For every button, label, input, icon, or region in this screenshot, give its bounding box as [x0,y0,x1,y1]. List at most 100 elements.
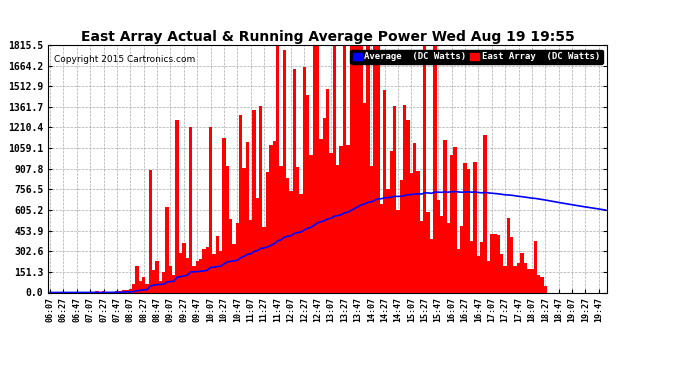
Bar [209,128,213,292]
Bar [450,155,453,292]
Bar [484,135,486,292]
Bar [169,266,172,292]
Bar [383,90,386,292]
Bar [236,223,239,292]
Bar [219,251,222,292]
Bar [226,166,229,292]
Bar [490,234,493,292]
Bar [376,45,380,292]
Bar [510,237,513,292]
Bar [199,258,202,292]
Bar [437,200,440,292]
Bar [386,189,390,292]
Bar [128,289,132,292]
Bar [460,226,463,292]
Bar [403,105,406,292]
Bar [527,269,530,292]
Bar [406,120,410,292]
Bar [430,239,433,292]
Bar [480,242,484,292]
Bar [517,263,520,292]
Bar [266,172,269,292]
Bar [222,138,226,292]
Legend: Average  (DC Watts), East Array  (DC Watts): Average (DC Watts), East Array (DC Watts… [350,50,602,64]
Bar [446,223,450,292]
Bar [115,291,119,292]
Bar [239,115,242,292]
Bar [149,170,152,292]
Bar [249,220,253,292]
Bar [336,165,339,292]
Bar [213,254,216,292]
Bar [356,45,359,292]
Bar [413,143,417,292]
Bar [172,275,175,292]
Bar [533,241,537,292]
Bar [530,270,533,292]
Bar [299,194,303,292]
Bar [95,291,99,292]
Bar [443,140,446,292]
Bar [393,106,396,292]
Bar [119,291,122,292]
Bar [135,266,139,292]
Bar [466,169,470,292]
Text: Copyright 2015 Cartronics.com: Copyright 2015 Cartronics.com [54,55,195,64]
Bar [343,45,346,292]
Bar [286,178,289,292]
Bar [262,227,266,292]
Bar [353,45,356,292]
Bar [540,277,544,292]
Bar [326,89,329,292]
Bar [279,166,283,292]
Bar [246,142,249,292]
Bar [195,261,199,292]
Bar [229,219,233,292]
Bar [296,167,299,292]
Bar [504,267,506,292]
Bar [253,110,256,292]
Bar [166,207,169,292]
Bar [346,145,350,292]
Bar [102,291,105,292]
Bar [463,163,466,292]
Bar [162,272,166,292]
Bar [193,266,195,292]
Bar [493,234,497,292]
Bar [303,68,306,292]
Bar [189,127,193,292]
Bar [513,266,517,292]
Bar [373,45,376,292]
Bar [524,263,527,292]
Bar [259,106,262,292]
Bar [396,210,400,292]
Bar [486,261,490,292]
Bar [175,120,179,292]
Bar [186,258,189,292]
Bar [359,45,363,292]
Bar [433,46,437,292]
Bar [159,280,162,292]
Bar [316,45,319,292]
Bar [152,270,155,292]
Bar [329,153,333,292]
Bar [142,277,146,292]
Bar [410,173,413,292]
Bar [182,243,186,292]
Bar [323,118,326,292]
Bar [417,171,420,292]
Bar [350,45,353,292]
Bar [537,274,540,292]
Bar [122,290,126,292]
Bar [363,103,366,292]
Bar [370,166,373,292]
Bar [283,50,286,292]
Title: East Array Actual & Running Average Power Wed Aug 19 19:55: East Array Actual & Running Average Powe… [81,30,575,44]
Bar [457,249,460,292]
Bar [309,155,313,292]
Bar [453,147,457,292]
Bar [339,146,343,292]
Bar [233,244,236,292]
Bar [155,261,159,292]
Bar [366,45,370,292]
